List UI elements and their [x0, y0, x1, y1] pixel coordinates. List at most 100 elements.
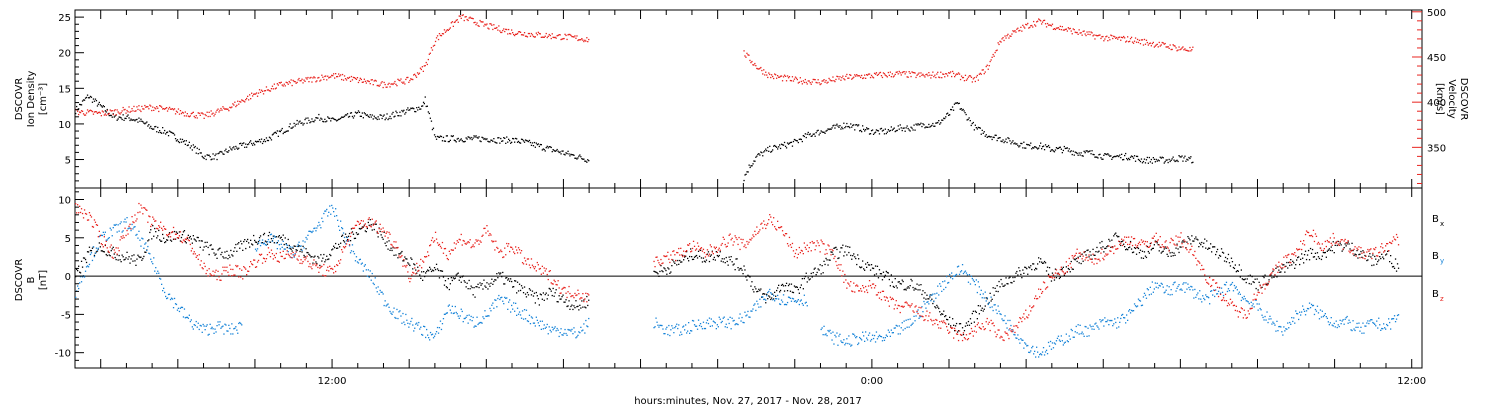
data-point	[362, 117, 364, 119]
data-point	[263, 242, 266, 244]
data-point	[86, 251, 89, 253]
data-point	[258, 89, 261, 91]
data-point	[758, 153, 760, 155]
data-point	[429, 117, 431, 119]
data-point	[1023, 26, 1025, 28]
data-point	[218, 111, 220, 113]
data-point	[566, 334, 568, 336]
data-point	[859, 75, 861, 77]
data-point	[1262, 316, 1264, 319]
data-point	[103, 236, 105, 238]
data-point	[835, 78, 837, 81]
data-point	[1272, 321, 1274, 323]
data-point	[1177, 49, 1179, 51]
data-point	[524, 139, 527, 141]
data-point	[754, 160, 756, 162]
data-point	[572, 154, 574, 156]
data-point	[101, 244, 103, 246]
data-point	[777, 287, 779, 289]
data-point	[1261, 286, 1263, 288]
data-point	[163, 108, 165, 110]
data-point	[410, 107, 412, 109]
data-point	[801, 278, 803, 280]
data-point	[887, 329, 889, 331]
data-point	[150, 225, 152, 228]
data-point	[112, 257, 114, 259]
data-point	[993, 294, 995, 296]
data-point	[756, 291, 758, 293]
data-point	[963, 110, 965, 112]
data-point	[765, 302, 767, 304]
data-point	[127, 114, 129, 116]
data-point	[416, 322, 418, 324]
data-point	[681, 333, 683, 336]
data-point	[987, 68, 989, 70]
data-point	[1142, 296, 1145, 298]
data-point	[833, 124, 835, 126]
data-point	[672, 327, 674, 329]
data-point	[451, 135, 453, 138]
data-point	[126, 229, 128, 232]
data-point	[925, 298, 927, 300]
data-point	[202, 268, 204, 270]
data-point	[809, 278, 811, 280]
data-point	[737, 267, 739, 269]
data-point	[182, 112, 185, 114]
data-point	[918, 72, 920, 74]
data-point	[417, 270, 419, 272]
data-point	[184, 241, 186, 243]
data-point	[943, 310, 945, 312]
data-point	[208, 154, 210, 156]
data-point	[881, 340, 884, 342]
data-point	[786, 75, 789, 77]
data-point	[354, 237, 357, 239]
data-point	[759, 154, 761, 156]
data-point	[381, 236, 383, 239]
data-point	[1166, 46, 1168, 48]
data-point	[364, 230, 366, 232]
data-point	[501, 31, 503, 34]
data-point	[388, 240, 390, 242]
data-point	[474, 242, 476, 244]
data-point	[574, 307, 576, 309]
data-point	[419, 328, 421, 330]
data-point	[971, 122, 973, 125]
data-point	[761, 69, 763, 72]
data-point	[980, 289, 982, 291]
data-point	[429, 339, 431, 341]
data-point	[508, 243, 510, 245]
data-point	[1069, 271, 1071, 273]
data-point	[1146, 156, 1148, 159]
data-point	[779, 144, 781, 146]
data-point	[192, 235, 194, 237]
data-point	[763, 69, 765, 71]
data-point	[480, 21, 482, 23]
data-point	[952, 109, 955, 111]
data-point	[491, 240, 493, 242]
data-point	[1201, 301, 1203, 303]
data-point	[118, 112, 120, 114]
data-point	[443, 248, 446, 250]
data-point	[851, 126, 853, 128]
data-point	[492, 140, 494, 142]
data-point	[1230, 257, 1233, 259]
data-point	[213, 252, 215, 254]
data-point	[1373, 264, 1375, 266]
data-point	[983, 131, 985, 133]
data-point	[1197, 239, 1199, 241]
data-point	[912, 322, 914, 324]
data-point	[490, 23, 492, 25]
data-point	[97, 247, 99, 249]
data-point	[1011, 282, 1013, 284]
data-point	[311, 81, 313, 83]
data-point	[840, 79, 842, 81]
data-point	[856, 263, 858, 266]
data-point	[477, 323, 479, 326]
data-point	[481, 235, 483, 237]
data-point	[1312, 304, 1315, 307]
data-point	[885, 132, 887, 135]
data-point	[554, 326, 556, 328]
data-point	[402, 265, 404, 267]
data-point	[1228, 262, 1231, 264]
data-point	[91, 101, 94, 103]
